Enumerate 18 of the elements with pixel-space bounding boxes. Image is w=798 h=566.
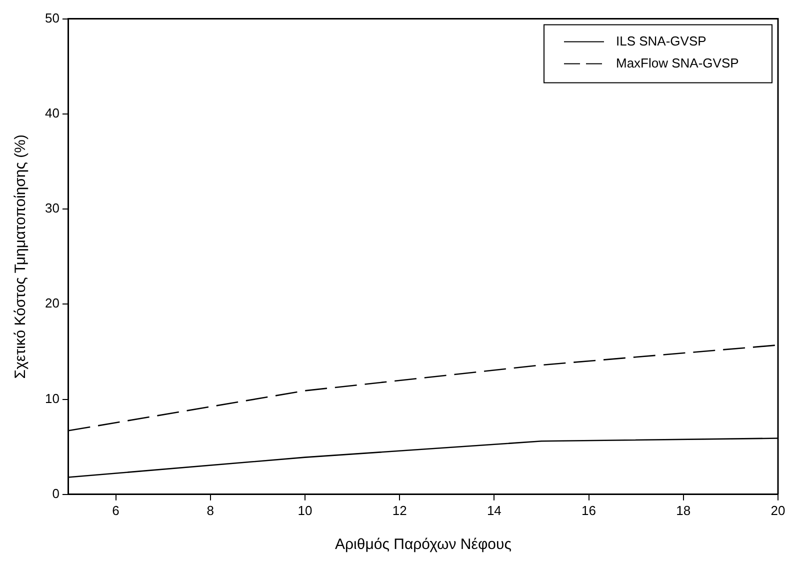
x-tick-label: 12	[392, 502, 407, 518]
x-axis-title: Αριθμός Παρόχων Νέφους	[335, 536, 512, 554]
y-tick-label: 10	[44, 390, 60, 406]
y-axis-title: Σχετικό Κόστος Τμηματοποίησης (%)	[12, 134, 30, 379]
y-tick-label: 40	[44, 106, 60, 120]
y-tick-label: 0	[52, 486, 60, 501]
x-tick-label: 8	[206, 502, 214, 518]
legend-label: ILS SNA-GVSP	[616, 33, 706, 48]
x-tick-label: 20	[770, 502, 786, 518]
legend-label: MaxFlow SNA-GVSP	[616, 55, 739, 70]
x-tick-label: 6	[112, 502, 120, 518]
y-tick-label: 50	[44, 10, 60, 26]
y-tick-label: 20	[44, 296, 60, 311]
x-tick-label: 14	[486, 502, 502, 518]
x-tick-label: 18	[676, 502, 691, 518]
x-tick-label: 10	[298, 502, 312, 518]
y-tick-label: 30	[44, 200, 60, 216]
x-tick-label: 16	[582, 502, 596, 518]
